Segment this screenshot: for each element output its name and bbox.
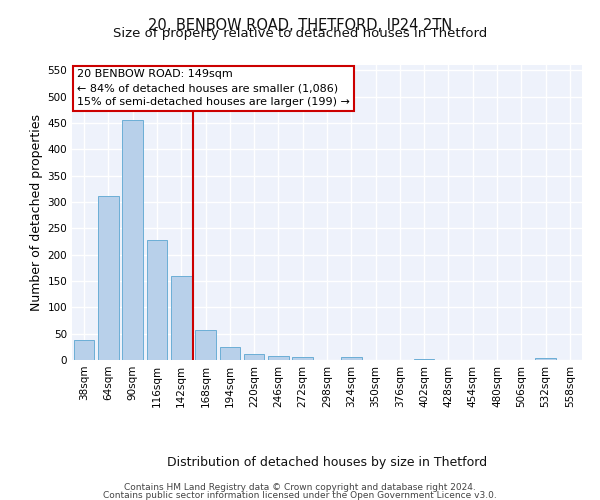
Bar [195,330,216,360]
Bar [122,120,143,360]
Bar [268,356,289,360]
Bar [74,340,94,360]
Bar [535,358,556,360]
Bar [244,354,265,360]
Text: Size of property relative to detached houses in Thetford: Size of property relative to detached ho… [113,28,487,40]
Text: 20, BENBOW ROAD, THETFORD, IP24 2TN: 20, BENBOW ROAD, THETFORD, IP24 2TN [148,18,452,32]
Text: Contains public sector information licensed under the Open Government Licence v3: Contains public sector information licen… [103,492,497,500]
Y-axis label: Number of detached properties: Number of detached properties [30,114,43,311]
Bar [341,358,362,360]
Bar [292,358,313,360]
Text: Distribution of detached houses by size in Thetford: Distribution of detached houses by size … [167,456,487,469]
Bar [146,240,167,360]
Text: 20 BENBOW ROAD: 149sqm
← 84% of detached houses are smaller (1,086)
15% of semi-: 20 BENBOW ROAD: 149sqm ← 84% of detached… [77,70,350,108]
Bar [98,196,119,360]
Bar [414,359,434,360]
Text: Contains HM Land Registry data © Crown copyright and database right 2024.: Contains HM Land Registry data © Crown c… [124,483,476,492]
Bar [220,347,240,360]
Bar [171,276,191,360]
